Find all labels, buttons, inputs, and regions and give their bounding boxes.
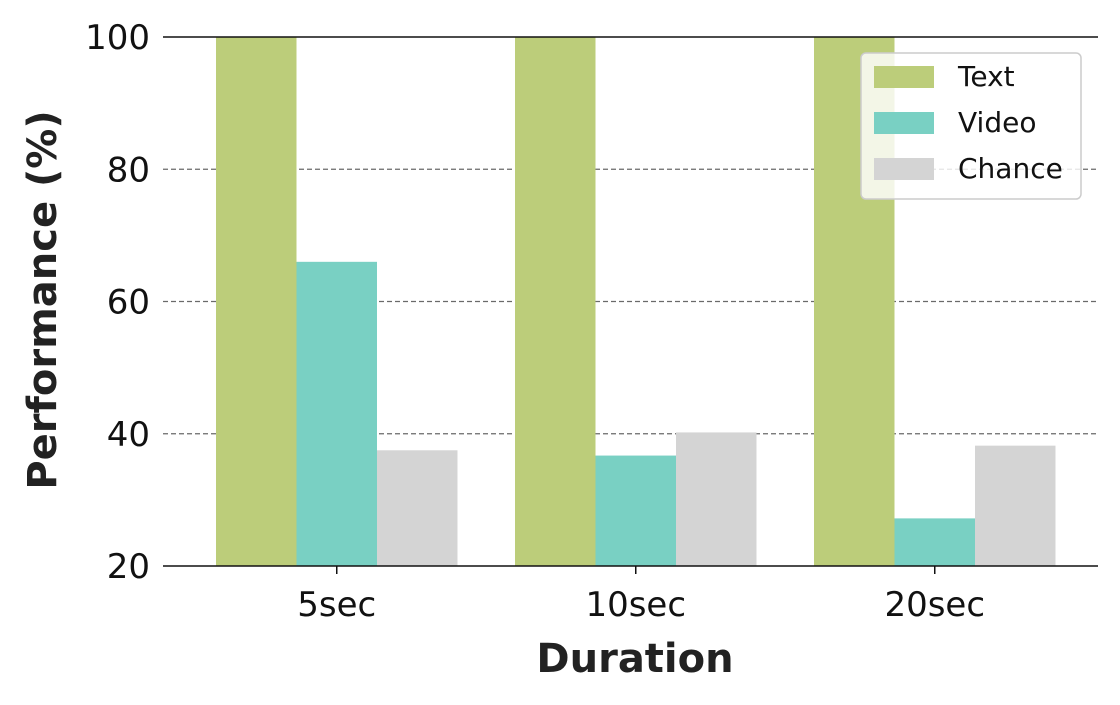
x-tick-label: 5sec [297,585,376,625]
y-tick-label: 40 [107,415,150,455]
bars [216,37,1056,566]
legend-swatch-text [874,66,934,88]
y-axis-title: Performance (%) [20,110,66,489]
bar-chance-5sec [377,450,458,566]
x-tick-label: 10sec [585,585,686,625]
y-tick-label: 20 [107,547,150,587]
bar-video-5sec [296,261,377,566]
legend-label-text: Text [957,60,1015,93]
x-tick-label: 20sec [884,585,985,625]
bar-chance-20sec [975,445,1056,566]
x-tick-labels: 5sec 10sec 20sec [297,566,985,625]
y-tick-labels: 20 40 60 80 100 [85,18,150,587]
legend: Text Video Chance [860,52,1082,200]
y-tick-label: 60 [107,283,150,323]
legend-swatch-chance [874,158,934,180]
y-tick-label: 80 [107,150,150,190]
bar-text-5sec [216,37,297,566]
legend-label-video: Video [958,106,1036,139]
bar-text-10sec [515,37,596,566]
legend-label-chance: Chance [958,152,1063,185]
legend-swatch-video [874,112,934,134]
bar-video-20sec [894,518,975,566]
bar-chance-10sec [676,432,757,566]
x-axis-title: Duration [536,636,733,682]
axes [163,36,1098,567]
bar-video-10sec [595,455,676,566]
y-tick-label: 100 [85,18,150,58]
